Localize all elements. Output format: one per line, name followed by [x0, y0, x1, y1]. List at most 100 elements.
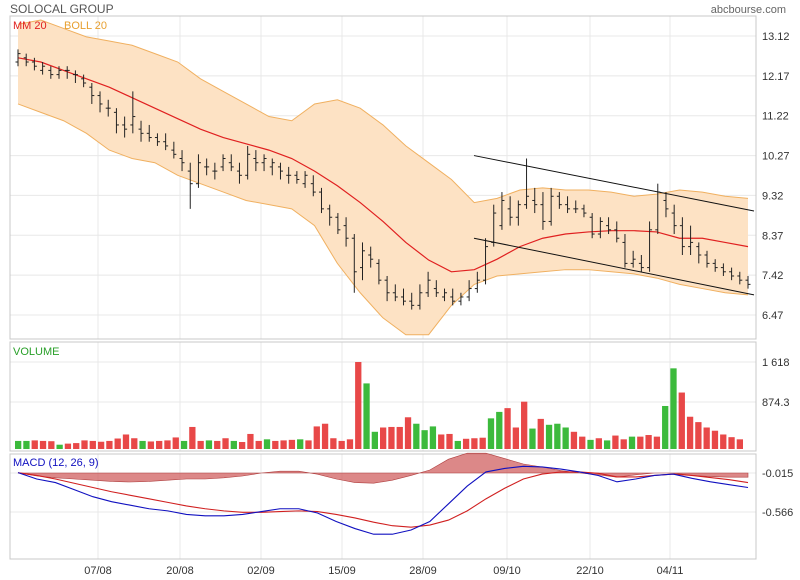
volume-bar [570, 431, 578, 449]
volume-bar [554, 423, 561, 449]
ohlc-bar [236, 162, 242, 184]
ohlc-bar [450, 288, 456, 306]
ohlc-bar [630, 250, 636, 268]
ohlc-bar [589, 213, 595, 239]
ohlc-bar [64, 66, 70, 79]
ohlc-bar [442, 288, 448, 302]
volume-bar [346, 439, 354, 449]
ohlc-bar [187, 162, 193, 209]
price-y-tick: 12.17 [762, 71, 790, 83]
ohlc-bar [105, 99, 111, 117]
volume-bar [131, 438, 138, 449]
volume-bar [545, 424, 553, 449]
ohlc-bar [532, 187, 538, 214]
price-y-tick: 10.27 [762, 151, 790, 163]
macd-histogram [17, 452, 749, 484]
x-tick-label: 22/10 [576, 565, 604, 577]
price-y-tick: 6.47 [762, 310, 783, 322]
volume-series [15, 362, 743, 449]
price-y-tick: 9.32 [762, 190, 783, 202]
volume-bar [288, 439, 296, 449]
volume-bar [670, 368, 677, 449]
bollinger-lower-line [17, 103, 749, 336]
volume-bar [355, 362, 362, 449]
volume-bar [728, 437, 735, 449]
legend-macd: MACD (12, 26, 9) [13, 457, 99, 469]
volume-bar [736, 439, 743, 449]
volume-bar [446, 433, 453, 449]
ohlc-bar [31, 57, 37, 71]
ohlc-bar [647, 221, 653, 272]
ohlc-bar [228, 154, 234, 172]
ohlc-bar [163, 133, 169, 151]
volume-bar [238, 442, 246, 449]
ohlc-bar [392, 284, 398, 302]
volume-bar [164, 440, 171, 449]
volume-bar [321, 423, 329, 449]
volume-bar [603, 440, 611, 449]
volume-bar [388, 426, 395, 449]
channel-lower-line [473, 237, 755, 296]
volume-bar [711, 430, 719, 449]
volume-bar [39, 440, 47, 449]
volume-bar [413, 423, 420, 449]
volume-bar [371, 431, 378, 449]
volume-bar [230, 440, 237, 449]
ma20-line [17, 57, 749, 273]
volume-panel-frame [9, 341, 757, 452]
ohlc-bar [597, 217, 603, 239]
macd-line [17, 465, 749, 535]
ohlc-bar [540, 192, 546, 230]
ohlc-bar [581, 204, 587, 218]
volume-bar [496, 411, 503, 449]
volume-bar [15, 440, 22, 449]
x-tick-label: 07/08 [84, 565, 112, 577]
ohlc-bar [277, 162, 283, 180]
ohlc-bar [359, 242, 365, 281]
bollinger-upper-line [17, 19, 749, 204]
ohlc-bar [417, 284, 423, 310]
ohlc-bar [294, 171, 300, 184]
ohlc-bar [499, 192, 505, 230]
volume-bar [272, 440, 279, 449]
volume-bar [471, 438, 478, 449]
x-tick-label: 09/10 [493, 565, 521, 577]
volume-bar [521, 401, 528, 449]
volume-bar [512, 427, 520, 449]
ohlc-bar [204, 158, 210, 176]
volume-bar [222, 438, 229, 449]
ohlc-bar [368, 246, 374, 268]
ohlc-bar [384, 275, 390, 302]
volume-y-tick: 874.3 [762, 397, 790, 409]
ohlc-bar [113, 108, 119, 134]
ohlc-bar [286, 166, 292, 184]
volume-bar [48, 441, 55, 449]
chart-title: SOLOCAL GROUP [10, 2, 114, 16]
ohlc-bar [483, 238, 489, 285]
source-label: abcbourse.com [711, 4, 786, 16]
volume-bar [89, 440, 96, 449]
volume-bar [653, 436, 661, 449]
volume-bar [678, 392, 685, 449]
ohlc-bar [195, 154, 201, 188]
ohlc-bar [466, 280, 472, 302]
price-y-tick: 7.42 [762, 270, 783, 282]
volume-bar [562, 427, 569, 449]
volume-bar [114, 438, 121, 449]
ohlc-bar [245, 145, 251, 180]
macd-series [17, 452, 749, 535]
ohlc-bar [122, 116, 128, 138]
ohlc-bar [745, 275, 751, 289]
price-series [15, 19, 755, 336]
volume-bar [305, 440, 312, 449]
ohlc-bar [729, 267, 735, 281]
ohlc-bar [614, 221, 620, 243]
volume-bar [612, 435, 619, 449]
ohlc-bar [524, 158, 530, 209]
ohlc-bar [179, 150, 185, 172]
ohlc-bar [48, 66, 54, 79]
volume-bar [662, 405, 669, 449]
ohlc-bar [15, 49, 21, 67]
legend-volume: VOLUME [13, 346, 59, 358]
